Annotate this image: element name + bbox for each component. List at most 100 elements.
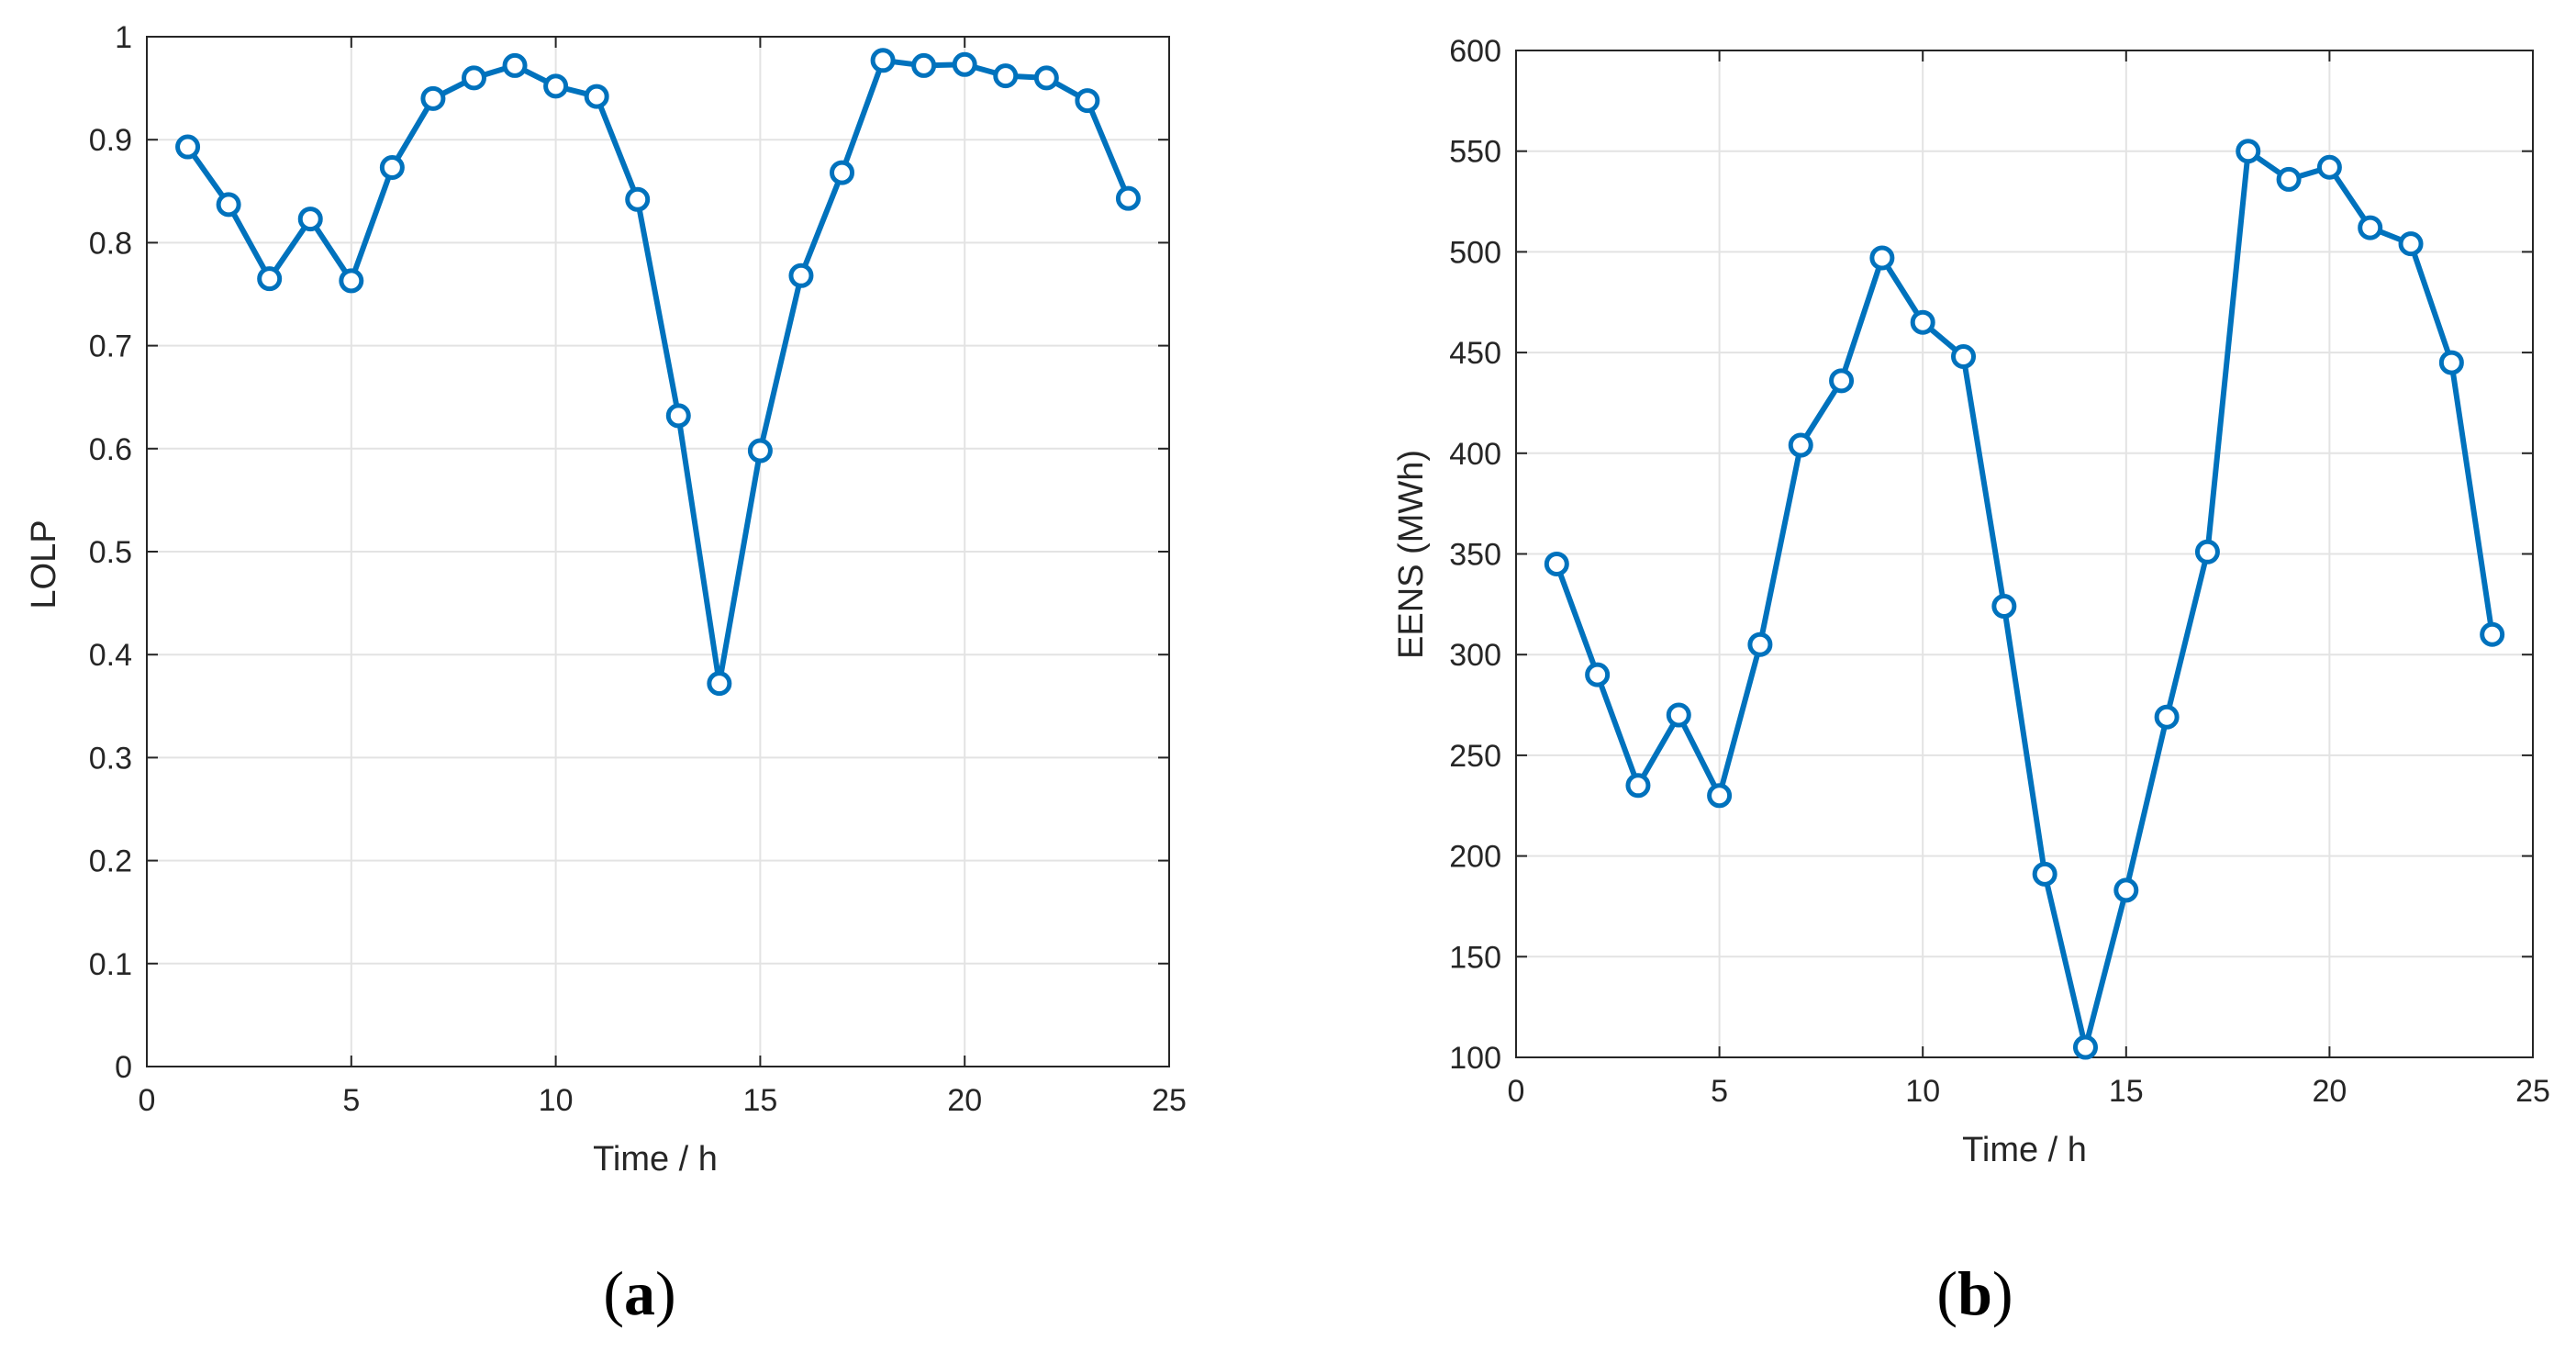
x-tick-label-b: 20 — [2312, 1074, 2347, 1109]
data-point-a — [216, 192, 241, 218]
data-point-b — [1625, 773, 1651, 799]
data-point-a — [502, 52, 528, 78]
data-point-a — [952, 51, 977, 77]
data-point-b — [1910, 309, 1935, 335]
y-tick-label-a: 0.5 — [89, 535, 132, 570]
tick-labels-a: 0 5 10 15 20 25 0 0.1 0.2 0.3 0.4 0.5 0.6 0.7 0.8 0.9 1 — [89, 20, 1187, 1118]
data-point-b — [1951, 343, 1977, 369]
data-point-a — [830, 160, 855, 185]
y-tick-label-a: 0.9 — [89, 123, 132, 158]
y-tick-label-a: 0.6 — [89, 432, 132, 467]
x-tick-label-a: 10 — [539, 1083, 574, 1118]
y-tick-label-b: 400 — [1449, 437, 1501, 472]
data-point-a — [584, 84, 609, 109]
panel-label-b-letter: b — [1957, 1258, 1992, 1328]
panel-label-b-close: ) — [1992, 1258, 2013, 1328]
data-point-b — [2480, 621, 2505, 647]
data-point-b — [1585, 662, 1611, 687]
panel-label-a-letter: a — [624, 1258, 655, 1328]
x-tick-label-b: 15 — [2109, 1074, 2144, 1109]
data-point-a — [1115, 185, 1141, 211]
x-tick-label-a: 25 — [1152, 1083, 1187, 1118]
y-tick-label-b: 350 — [1449, 538, 1501, 573]
x-tick-label-b: 5 — [1711, 1074, 1728, 1109]
data-point-a — [665, 403, 691, 429]
data-point-b — [2194, 539, 2220, 564]
y-tick-label-a: 0.4 — [89, 638, 132, 673]
y-tick-label-b: 200 — [1449, 840, 1501, 875]
data-point-b — [1788, 432, 1813, 458]
y-tick-label-a: 0 — [115, 1050, 132, 1085]
data-point-b — [1829, 368, 1855, 394]
y-tick-label-a: 0.3 — [89, 741, 132, 776]
y-tick-label-a: 0.7 — [89, 330, 132, 364]
data-point-b — [2398, 231, 2424, 257]
y-tick-label-b: 500 — [1449, 235, 1501, 270]
x-tick-label-a: 20 — [947, 1083, 982, 1118]
data-point-a — [1075, 88, 1100, 114]
y-tick-label-b: 550 — [1449, 135, 1501, 170]
data-point-b — [2236, 139, 2261, 164]
series-line-a — [185, 57, 1132, 687]
panel-label-a: (a) — [603, 1258, 675, 1328]
data-point-b — [2113, 877, 2139, 903]
panel-label-a-open: ( — [603, 1258, 624, 1328]
data-point-a — [707, 671, 732, 697]
data-point-b — [2032, 861, 2057, 887]
data-point-b — [1544, 551, 1569, 576]
x-tick-label-a: 5 — [342, 1083, 360, 1118]
data-point-a — [379, 154, 405, 180]
data-point-b — [1747, 631, 1773, 657]
panel-label-b: (b) — [1936, 1258, 2013, 1328]
data-point-a — [911, 52, 937, 78]
data-point-a — [175, 134, 201, 160]
tick-labels-b: 0 5 10 15 20 25 100 150 200 250 300 350 400 450 500 550… — [1449, 34, 2550, 1109]
data-point-b — [2438, 350, 2464, 375]
x-axis-label-b: Time / h — [1962, 1131, 2087, 1169]
series-line-b — [1554, 148, 2495, 1051]
axes-a — [146, 36, 1170, 1067]
data-point-a — [420, 85, 446, 111]
data-point-b — [1666, 702, 1691, 728]
grid-b — [1515, 50, 2534, 1058]
data-point-b — [2154, 704, 2180, 730]
x-tick-label-a: 15 — [742, 1083, 777, 1118]
data-point-b — [2072, 1034, 2098, 1060]
data-point-a — [870, 48, 896, 73]
chart-panel-a: Time / h LOLP (a) 0 5 10 15 20 25 0 0.1 0.2 0.3 0.… — [25, 20, 1187, 1328]
x-tick-label-b: 10 — [1905, 1074, 1940, 1109]
y-tick-label-a: 0.1 — [89, 947, 132, 982]
data-point-b — [1869, 245, 1895, 271]
data-point-a — [257, 266, 283, 292]
data-point-a — [543, 73, 569, 99]
series-a — [175, 48, 1141, 697]
data-point-a — [1033, 65, 1059, 91]
x-tick-label-a: 0 — [139, 1083, 156, 1118]
data-point-a — [788, 263, 814, 288]
y-tick-label-a: 1 — [115, 20, 132, 55]
data-point-a — [625, 186, 651, 212]
data-point-b — [2316, 154, 2342, 180]
series-b — [1544, 139, 2505, 1060]
data-point-a — [461, 65, 486, 91]
data-point-a — [747, 438, 773, 464]
data-point-b — [2276, 166, 2302, 192]
panel-label-b-open: ( — [1936, 1258, 1957, 1328]
data-point-a — [993, 63, 1019, 89]
y-tick-label-b: 250 — [1449, 739, 1501, 774]
data-point-b — [2358, 215, 2383, 240]
y-tick-label-b: 150 — [1449, 940, 1501, 975]
y-tick-label-a: 0.2 — [89, 844, 132, 879]
data-point-b — [1991, 594, 2017, 620]
y-axis-label-b: EENS (MWh) — [1392, 450, 1431, 659]
data-point-b — [1707, 783, 1733, 809]
x-tick-label-b: 0 — [1508, 1074, 1525, 1109]
data-point-a — [339, 268, 364, 294]
y-tick-label-b: 600 — [1449, 34, 1501, 69]
y-axis-label-a: LOLP — [25, 520, 63, 609]
y-tick-label-a: 0.8 — [89, 226, 132, 261]
data-point-a — [297, 207, 323, 232]
x-axis-label-a: Time / h — [593, 1140, 718, 1179]
grid-a — [146, 36, 1170, 1067]
